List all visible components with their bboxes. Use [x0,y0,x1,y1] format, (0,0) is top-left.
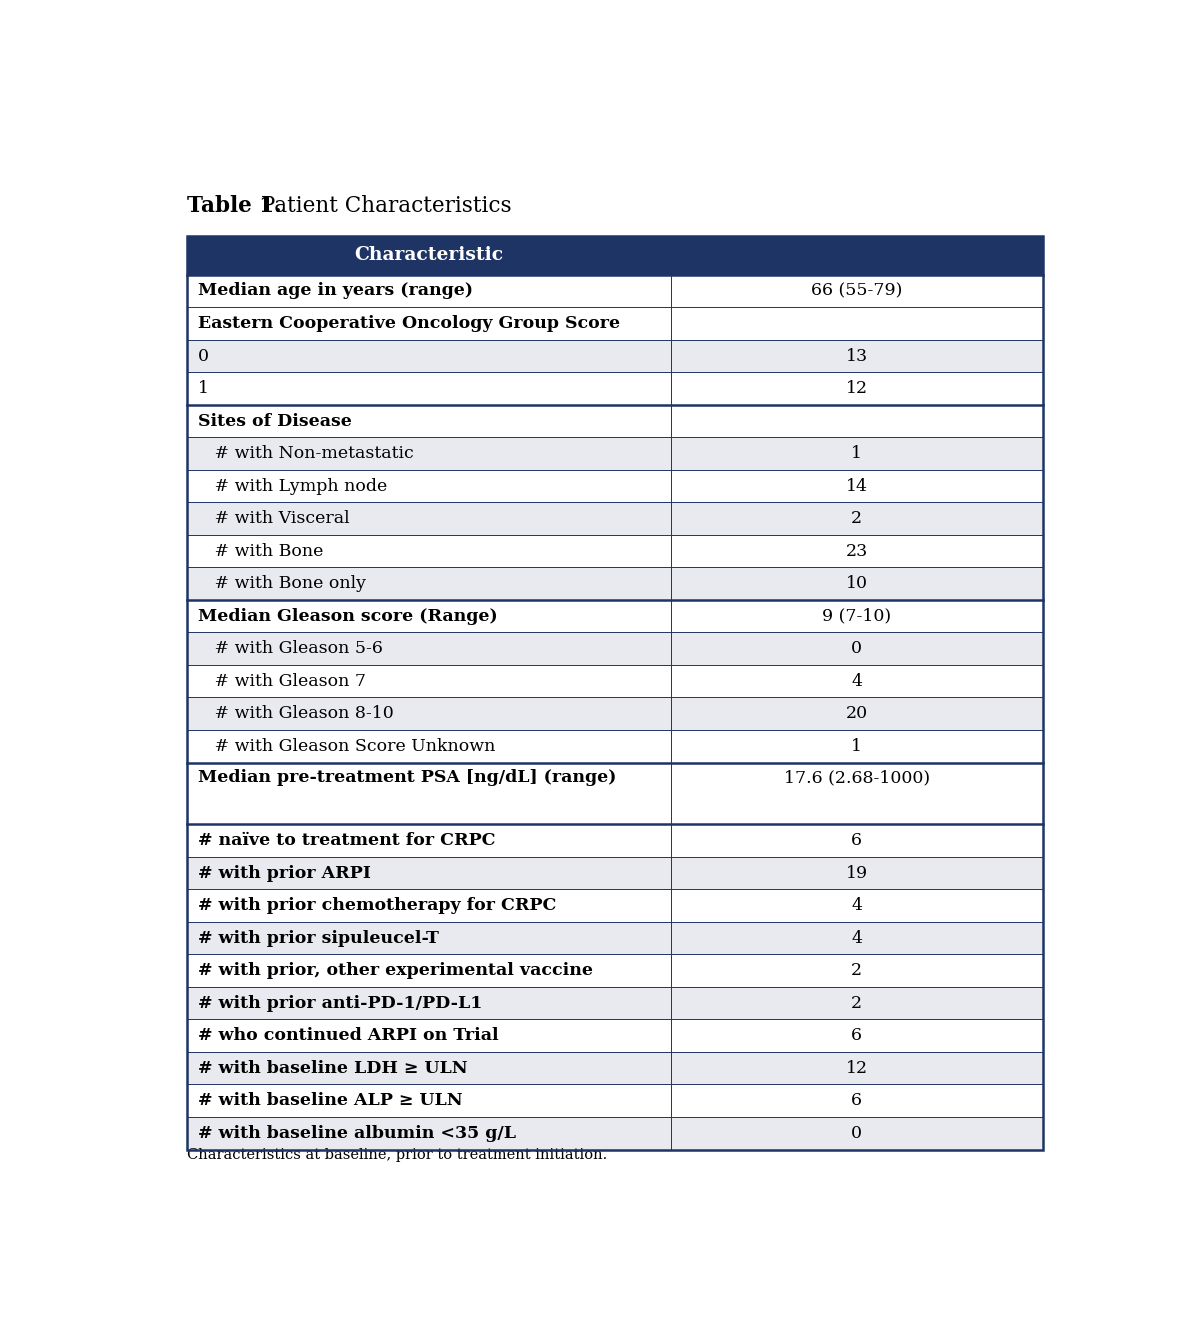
Bar [187,922,1043,955]
Text: 4: 4 [851,930,863,947]
Text: 14: 14 [846,477,868,495]
Text: 4: 4 [851,672,863,690]
Text: # with prior ARPI: # with prior ARPI [198,865,371,882]
Text: 20: 20 [846,705,868,723]
Bar [187,697,1043,731]
Text: # with Gleason 7: # with Gleason 7 [198,672,366,690]
Text: # with baseline LDH ≥ ULN: # with baseline LDH ≥ ULN [198,1059,468,1077]
Text: 4: 4 [851,898,863,914]
Bar [187,373,1043,404]
Text: # with Bone only: # with Bone only [198,575,366,593]
Bar [187,308,1043,339]
Text: # with Non-metastatic: # with Non-metastatic [198,446,414,461]
Text: Patient Characteristics: Patient Characteristics [254,195,511,217]
Text: # with baseline albumin <35 g/L: # with baseline albumin <35 g/L [198,1124,516,1142]
Text: Median age in years (range): Median age in years (range) [198,282,473,300]
Text: # with prior, other experimental vaccine: # with prior, other experimental vaccine [198,963,593,979]
Text: # with Lymph node: # with Lymph node [198,477,388,495]
Text: Median pre-treatment PSA [ng/dL] (range): Median pre-treatment PSA [ng/dL] (range) [198,769,617,786]
Text: 10: 10 [846,575,868,593]
Text: 1: 1 [198,381,209,396]
Bar [187,503,1043,534]
Bar [187,1116,1043,1150]
Text: # with Gleason 5-6: # with Gleason 5-6 [198,640,383,658]
Text: Table 1.: Table 1. [187,195,282,217]
Bar [187,890,1043,922]
Text: Eastern Cooperative Oncology Group Score: Eastern Cooperative Oncology Group Score [198,316,620,332]
Bar [187,438,1043,469]
Text: # with baseline ALP ≥ ULN: # with baseline ALP ≥ ULN [198,1093,463,1110]
Text: 19: 19 [846,865,868,882]
Bar [187,404,1043,438]
Bar [187,955,1043,987]
Text: 0: 0 [851,1124,863,1142]
Text: 66 (55-79): 66 (55-79) [811,282,902,300]
Bar [187,664,1043,697]
Text: # who continued ARPI on Trial: # who continued ARPI on Trial [198,1028,499,1044]
Text: 2: 2 [851,511,863,528]
Bar [187,236,1043,1150]
Text: # with prior anti-PD-1/PD-L1: # with prior anti-PD-1/PD-L1 [198,994,482,1012]
Bar [187,1085,1043,1116]
Text: # with Visceral: # with Visceral [198,511,350,528]
Text: 9 (7-10): 9 (7-10) [822,607,892,625]
Bar [187,568,1043,599]
Text: # with Bone: # with Bone [198,542,324,560]
Bar [187,731,1043,762]
Text: # with prior sipuleucel-T: # with prior sipuleucel-T [198,930,439,947]
Text: 23: 23 [846,542,868,560]
Text: 2: 2 [851,994,863,1012]
Text: 0: 0 [198,347,209,365]
Bar [187,1020,1043,1052]
Text: Characteristics at baseline, prior to treatment initiation.: Characteristics at baseline, prior to tr… [187,1148,607,1162]
Bar [187,534,1043,568]
Text: Sites of Disease: Sites of Disease [198,412,353,430]
Bar [187,469,1043,503]
Text: # with Gleason 8-10: # with Gleason 8-10 [198,705,394,723]
Text: 6: 6 [851,1093,863,1110]
Bar [187,987,1043,1020]
Text: # with Gleason Score Unknown: # with Gleason Score Unknown [198,737,496,754]
Text: 6: 6 [851,833,863,849]
Text: 12: 12 [846,1059,868,1077]
Text: 2: 2 [851,963,863,979]
Bar [187,857,1043,890]
Bar [187,762,1043,825]
Bar [187,633,1043,664]
Bar [187,1052,1043,1085]
Bar [187,599,1043,633]
Text: 1: 1 [851,737,863,754]
Text: 1: 1 [851,446,863,461]
Bar [187,274,1043,308]
Text: # naïve to treatment for CRPC: # naïve to treatment for CRPC [198,833,496,849]
Text: Median Gleason score (Range): Median Gleason score (Range) [198,607,498,625]
Text: 0: 0 [851,640,863,658]
Text: 12: 12 [846,381,868,396]
Text: Characteristic: Characteristic [354,247,504,264]
Bar [187,339,1043,373]
Bar [187,236,1043,274]
Text: 13: 13 [846,347,868,365]
Bar [187,825,1043,857]
Text: 17.6 (2.68-1000): 17.6 (2.68-1000) [784,769,930,786]
Text: # with prior chemotherapy for CRPC: # with prior chemotherapy for CRPC [198,898,557,914]
Text: 6: 6 [851,1028,863,1044]
